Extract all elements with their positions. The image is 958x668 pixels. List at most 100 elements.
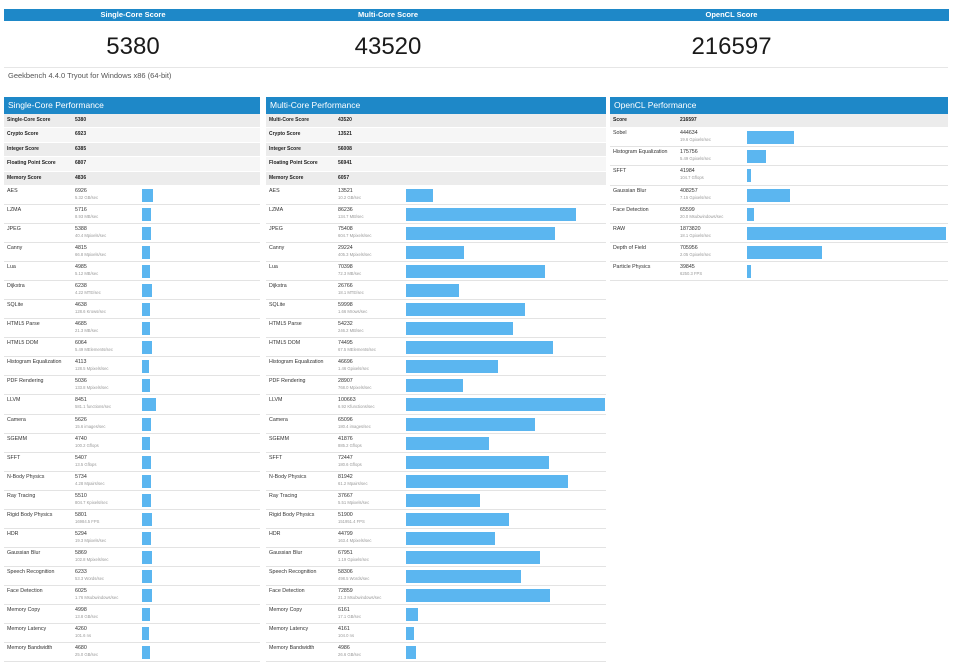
benchmark-throughput: 1.46 Gpixels/sec: [338, 366, 369, 372]
benchmark-row: Camera 65096 180.4 images/sec: [266, 415, 606, 434]
benchmark-bar: [142, 569, 152, 583]
summary-value: 4836: [75, 174, 87, 181]
benchmark-throughput: 7.15 Gpixels/sec: [680, 194, 711, 200]
benchmark-throughput: 5.49 Gpixels/sec: [680, 156, 711, 162]
benchmark-throughput: 25.0 GB/sec: [75, 652, 99, 658]
benchmark-label: Memory Bandwidth: [7, 645, 53, 652]
benchmark-throughput: 128.5 Mpixels/sec: [75, 366, 109, 372]
benchmark-score: 5510: [75, 492, 87, 499]
benchmark-bar: [142, 607, 150, 621]
benchmark-label: Dijkstra: [269, 283, 287, 290]
benchmark-score: 100663: [338, 397, 356, 404]
benchmark-throughput: 5.32 GB/sec: [75, 194, 99, 200]
benchmark-throughput: 17.1 GB/sec: [338, 613, 362, 619]
benchmark-bar: [747, 131, 794, 145]
benchmark-bar: [747, 264, 751, 278]
benchmark-score: 59998: [338, 302, 353, 309]
benchmark-label: AES: [269, 187, 280, 194]
benchmark-throughput: 134.7 MB/sec: [338, 214, 364, 219]
benchmark-score: 5036: [75, 378, 87, 385]
benchmark-label: Face Detection: [269, 587, 305, 594]
summary-label: Score: [613, 117, 627, 123]
benchmark-score: 65599: [680, 206, 695, 213]
benchmark-row: Histogram Equalization 46696 1.46 Gpixels/…: [266, 357, 606, 377]
benchmark-label: SGEMM: [269, 435, 290, 442]
summary-row: Integer Score 6385: [4, 142, 260, 158]
benchmark-bar: [747, 207, 754, 221]
benchmark-bar: [406, 493, 480, 507]
benchmark-throughput: 5.12 MB/sec: [75, 271, 99, 277]
benchmark-bar: [406, 436, 489, 450]
benchmark-bar: [142, 627, 149, 641]
benchmark-label: Histogram Equalization: [7, 359, 62, 366]
benchmark-label: Ray Tracing: [269, 492, 298, 499]
benchmark-score: 4680: [75, 645, 87, 652]
summary-value: 6923: [75, 131, 87, 138]
benchmark-row: Memory Copy 4998 13.8 GB/sec: [4, 605, 260, 625]
benchmark-row: N-Body Physics 81942 61.2 Mpairs/sec: [266, 472, 606, 491]
benchmark-row: Rigid Body Physics 51900 151951.4 FPS: [266, 510, 606, 529]
benchmark-throughput: 6.92 Kfunctions/sec: [338, 404, 375, 410]
multi-core-summary: Multi-Core Score 43520 Crypto Score 13521 In…: [266, 114, 606, 186]
benchmark-score: 4260: [75, 626, 87, 633]
benchmark-bar: [406, 284, 459, 298]
benchmark-throughput: 13.5 Gflops: [75, 461, 97, 467]
benchmark-bar: [142, 379, 150, 393]
benchmark-bar: [142, 360, 149, 374]
benchmark-row: SFFT 41984 104.7 Gflops: [610, 166, 948, 186]
benchmark-row: Histogram Equalization 4113 128.5 Mpixels/…: [4, 357, 260, 377]
benchmark-bar: [406, 303, 525, 317]
multi-core-score-title: Multi-Core Score: [357, 10, 418, 19]
benchmark-row: Face Detection 72859 21.3 Msubwindows/sec: [266, 586, 606, 605]
benchmark-throughput: 5.49 MElements/sec: [75, 347, 113, 353]
benchmark-score: 444634: [680, 130, 698, 137]
benchmark-label: HTML5 Parse: [269, 321, 302, 328]
benchmark-label: HDR: [269, 530, 281, 537]
benchmark-label: HTML5 Parse: [7, 321, 40, 328]
benchmark-label: SFFT: [613, 168, 627, 175]
benchmark-row: Canny 4815 66.8 Mpixels/sec: [4, 243, 260, 263]
benchmark-throughput: 21.3 MB/sec: [75, 328, 99, 334]
benchmark-row: AES 13521 10.2 GB/sec: [266, 186, 606, 205]
benchmark-throughput: 4.28 Mpairs/sec: [75, 480, 105, 486]
benchmark-row: Lua 4985 5.12 MB/sec: [4, 262, 260, 282]
opencl-summary: Score 216597: [610, 114, 948, 129]
multi-core-panel: Multi-Core Performance Multi-Core Score 4…: [266, 97, 606, 664]
benchmark-row: Memory Latency 4161 104.0 ns: [266, 624, 606, 644]
benchmark-score: 4740: [75, 435, 87, 442]
benchmark-score: 26766: [338, 283, 353, 290]
benchmark-label: Canny: [7, 245, 23, 252]
summary-value: 43520: [338, 117, 352, 123]
benchmark-row: Canny 29224 405.3 Mpixels/sec: [266, 243, 606, 263]
benchmark-bar: [406, 455, 549, 469]
benchmark-bar: [142, 474, 151, 488]
benchmark-row: N-Body Physics 5734 4.28 Mpairs/sec: [4, 472, 260, 491]
benchmark-row: HTML5 Parse 54232 246.2 MB/sec: [266, 319, 606, 339]
benchmark-throughput: 67.5 MElements/sec: [338, 347, 376, 353]
benchmark-score: 5294: [75, 530, 87, 537]
summary-row: Floating Point Score 6807: [4, 157, 260, 172]
benchmark-score: 4815: [75, 245, 87, 252]
benchmark-label: Memory Latency: [269, 626, 309, 633]
benchmark-row: Sobel 444634 19.6 Gpixels/sec: [610, 128, 948, 148]
benchmark-throughput: 1.19 Gpixels/sec: [338, 556, 369, 562]
benchmark-label: N-Body Physics: [269, 473, 307, 480]
benchmark-score: 5626: [75, 416, 87, 423]
benchmark-throughput: 102.8 Mpixels/sec: [75, 556, 109, 562]
benchmark-score: 6025: [75, 587, 87, 594]
benchmark-row: Face Detection 6025 1.76 Msubwindows/sec: [4, 586, 260, 605]
benchmark-row: Gaussian Blur 5869 102.8 Mpixels/sec: [4, 548, 260, 567]
benchmark-row: Lua 70398 72.3 MB/sec: [266, 262, 606, 282]
benchmark-throughput: 180.4 images/sec: [338, 423, 371, 429]
benchmark-score: 4685: [75, 321, 87, 328]
benchmark-label: Rigid Body Physics: [269, 511, 315, 518]
benchmark-bar: [406, 569, 521, 583]
summary-row: Floating Point Score 56941: [266, 157, 606, 172]
benchmark-score: 74495: [338, 340, 353, 347]
benchmark-row: Speech Recognition 58306 498.5 Words/sec: [266, 567, 606, 586]
benchmark-bar: [142, 531, 151, 545]
summary-label: Memory Score: [7, 174, 42, 181]
benchmark-throughput: 104.0 ns: [338, 633, 355, 639]
benchmark-row: Memory Copy 6161 17.1 GB/sec: [266, 605, 606, 625]
summary-row: Memory Score 6057: [266, 171, 606, 186]
